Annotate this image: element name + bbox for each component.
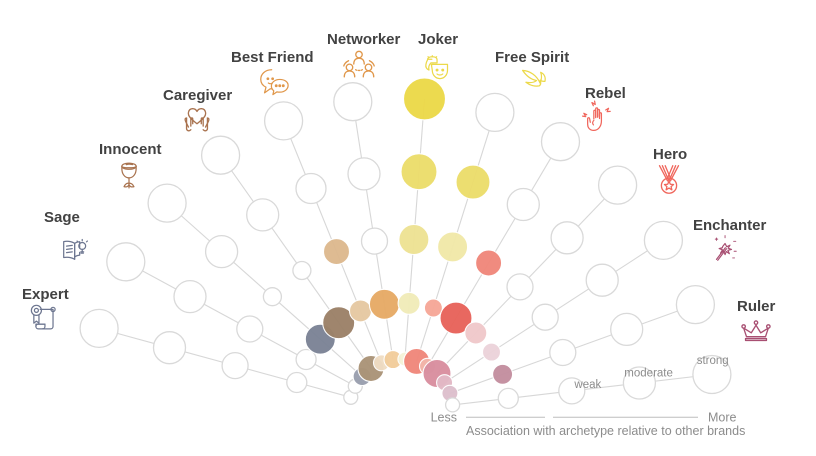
svg-text:Expert: Expert <box>22 286 69 303</box>
svg-text:Association with archetype rel: Association with archetype relative to o… <box>466 424 745 438</box>
svg-text:Joker: Joker <box>418 31 458 48</box>
svg-text:moderate: moderate <box>624 368 673 380</box>
svg-text:strong: strong <box>697 355 729 367</box>
svg-text:Enchanter: Enchanter <box>693 217 767 234</box>
svg-text:Rebel: Rebel <box>585 85 626 102</box>
svg-text:Free Spirit: Free Spirit <box>495 49 569 66</box>
svg-text:Networker: Networker <box>327 31 401 48</box>
svg-text:Innocent: Innocent <box>99 141 162 158</box>
svg-text:Sage: Sage <box>44 209 80 226</box>
svg-text:Hero: Hero <box>653 146 687 163</box>
svg-text:Best Friend: Best Friend <box>231 49 314 66</box>
svg-text:Caregiver: Caregiver <box>163 87 232 104</box>
svg-text:More: More <box>708 411 737 425</box>
svg-text:weak: weak <box>573 379 601 391</box>
svg-text:Ruler: Ruler <box>737 298 776 315</box>
svg-text:Less: Less <box>431 411 457 425</box>
